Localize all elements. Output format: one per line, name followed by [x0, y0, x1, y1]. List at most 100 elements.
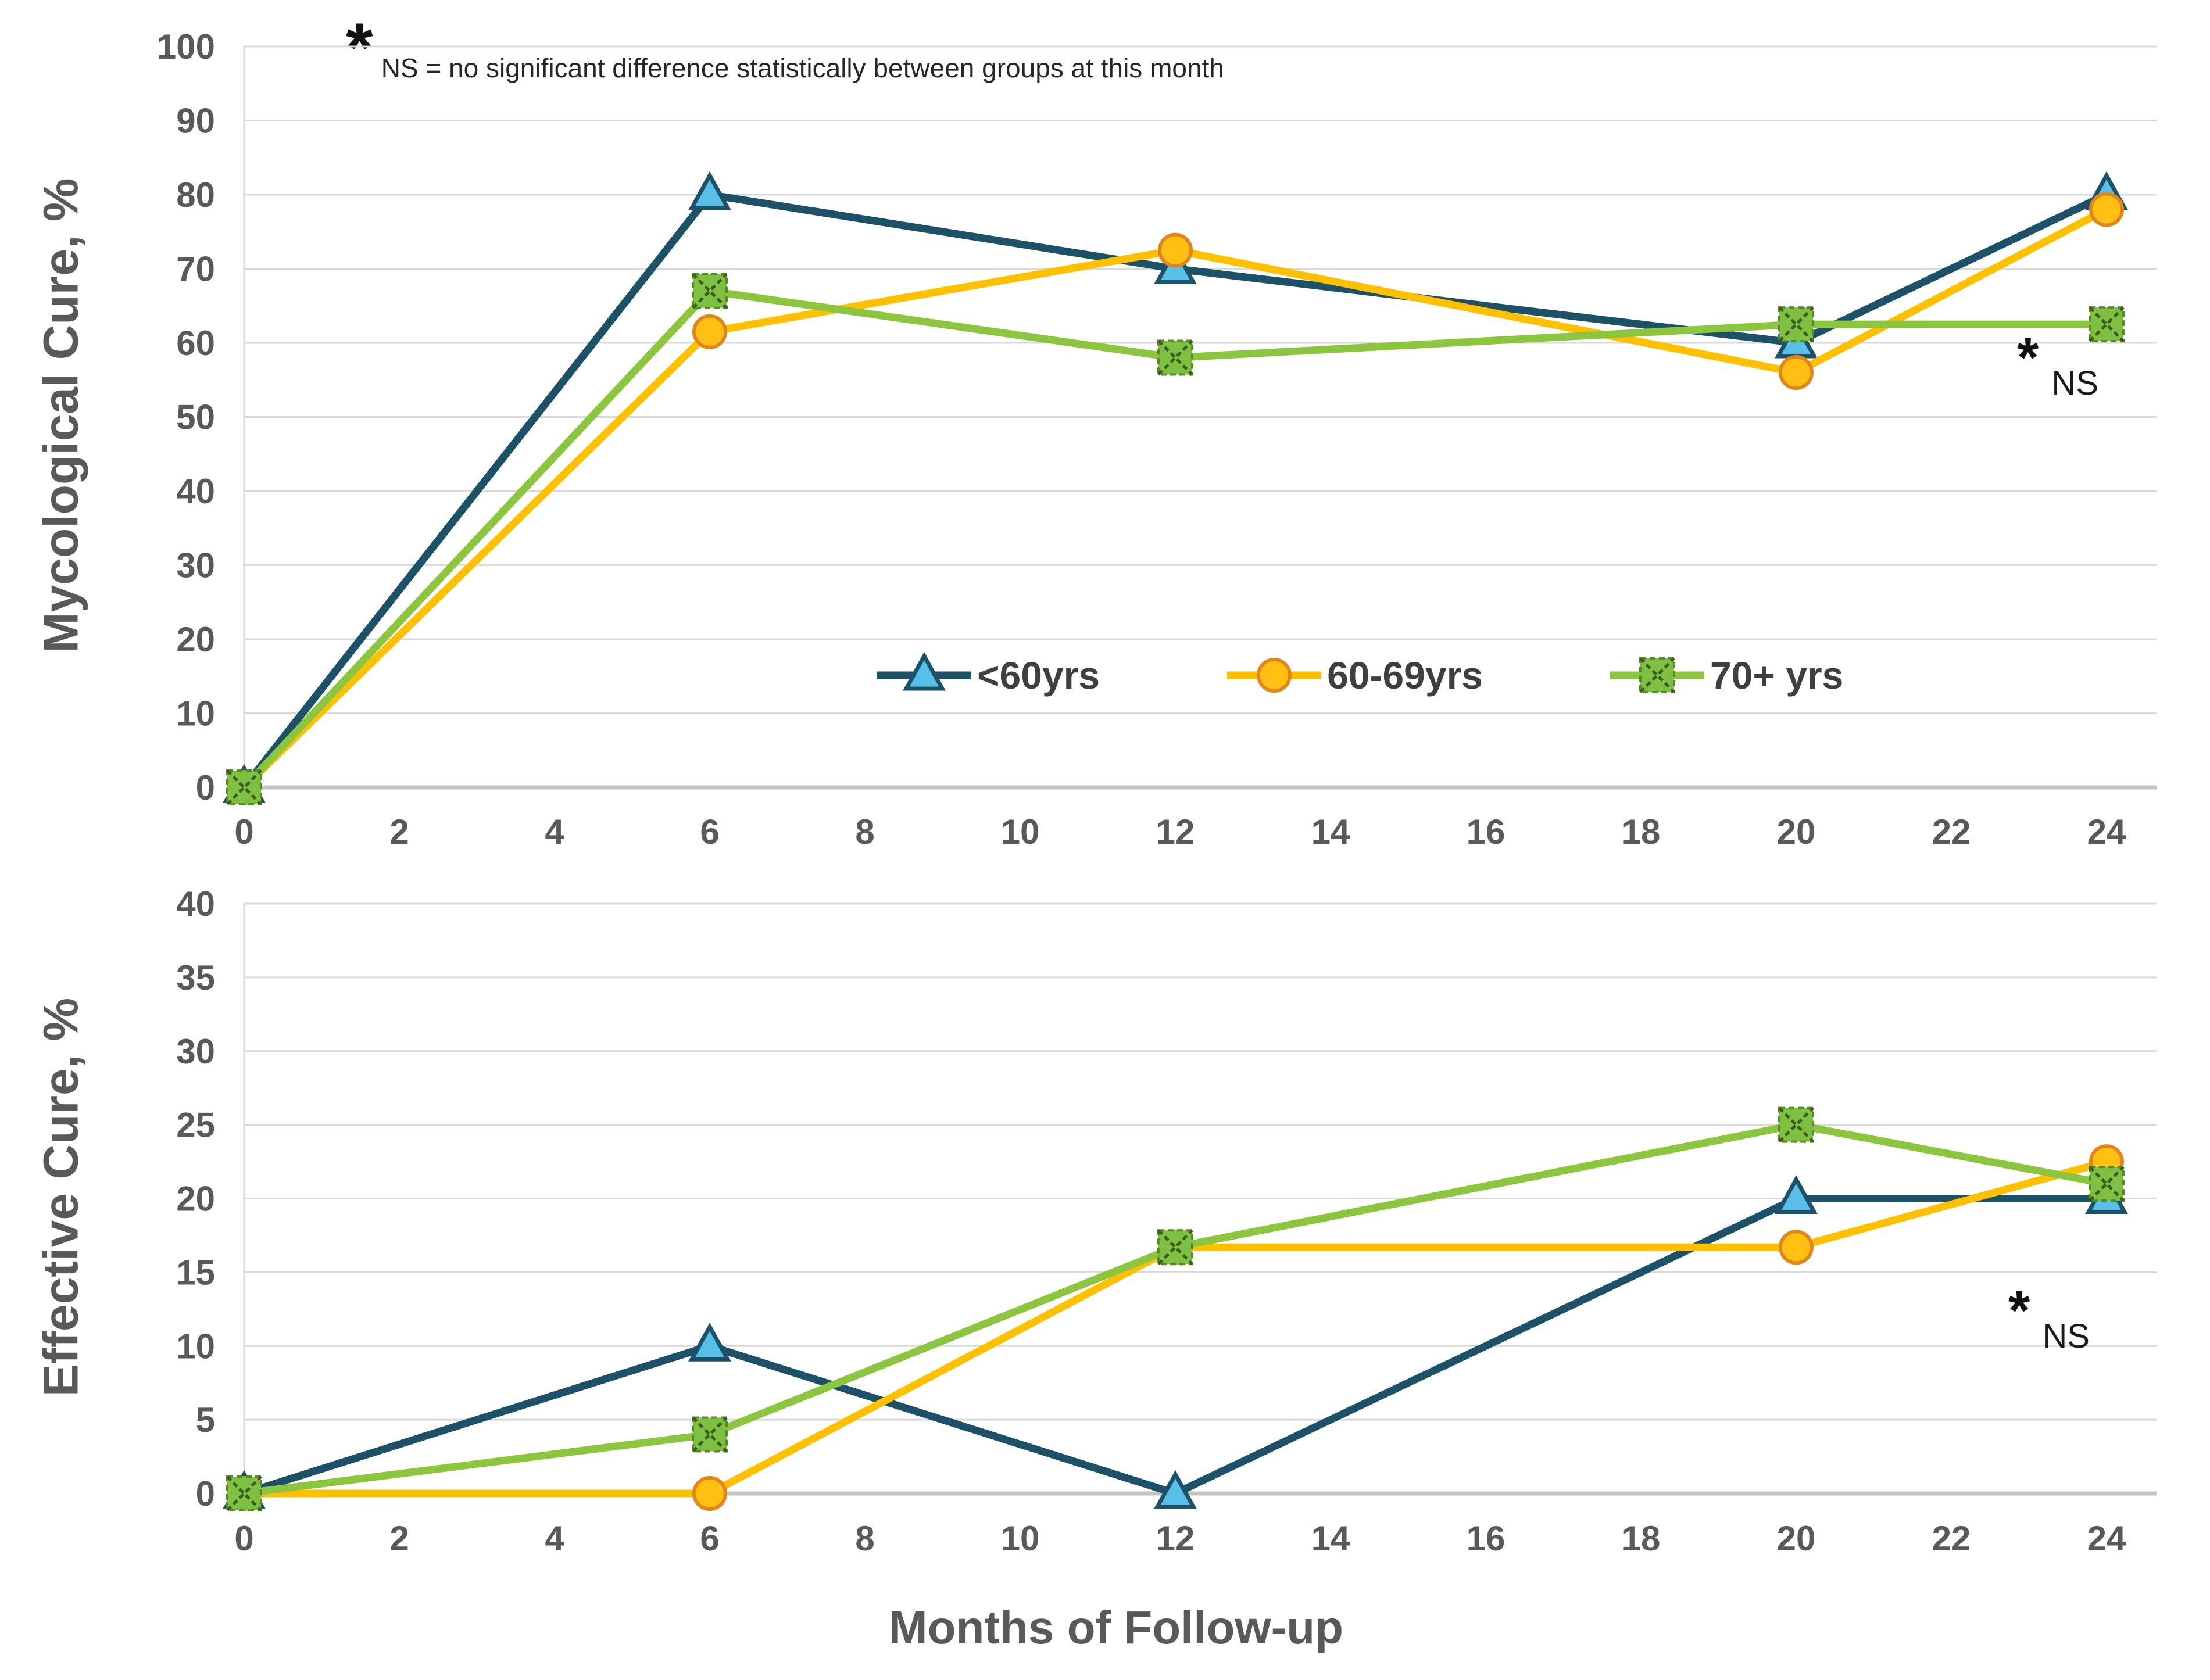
legend-item-under-60: <60yrs [875, 650, 1100, 701]
x-marker-stroke [226, 769, 262, 805]
x-tick-label: 0 [234, 1519, 253, 1558]
x-marker-stroke [1778, 1106, 1814, 1143]
x-tick-label: 12 [1156, 1519, 1195, 1558]
x-marker-stroke [1157, 339, 1193, 376]
y-tick-label: 50 [176, 398, 215, 437]
x-tick-label: 2 [389, 812, 409, 851]
x-square-marker [1157, 1229, 1193, 1266]
circle-marker [692, 1476, 727, 1511]
circle-marker [2089, 192, 2124, 227]
x-tick-label: 24 [2087, 812, 2126, 851]
x-square-marker [1639, 657, 1675, 693]
significance-footnote: * NS = no significant difference statist… [346, 9, 1224, 87]
x-tick-label: 10 [1001, 812, 1040, 851]
x-tick-label: 6 [700, 812, 719, 851]
x-tick-label: 4 [545, 1519, 564, 1558]
x-square-marker [1778, 1106, 1814, 1143]
circle-marker [1779, 355, 1814, 390]
x-tick-label: 6 [700, 1519, 719, 1558]
x-square-marker [2089, 1166, 2125, 1202]
legend-marker-x-square-icon [1610, 657, 1704, 693]
x-tick-label: 20 [1777, 812, 1816, 851]
x-marker-stroke [692, 1416, 728, 1453]
asterisk-icon: * [2008, 1280, 2030, 1342]
ns-annotation-effective: * NS [2008, 1280, 2090, 1356]
y-tick-label: 30 [176, 546, 215, 585]
x-tick-label: 22 [1932, 1519, 1971, 1558]
triangle-marker [1775, 1175, 1818, 1214]
y-tick-label: 70 [176, 250, 215, 289]
series-line-x-square [244, 1121, 2108, 1498]
ns-annotation-mycological: * NS [2017, 327, 2098, 403]
legend-item-70-plus: 70+ yrs [1608, 650, 1843, 701]
y-tick-label: 25 [176, 1106, 215, 1145]
y-tick-label: 100 [157, 27, 215, 66]
x-marker-stroke [1778, 306, 1814, 342]
y-tick-label: 5 [196, 1400, 215, 1439]
ns-label: NS [2051, 364, 2098, 402]
y-tick-label: 0 [196, 1474, 215, 1513]
y-tick-label: 10 [176, 694, 215, 733]
y-tick-label: 35 [176, 958, 215, 997]
x-tick-label: 2 [389, 1519, 409, 1558]
x-tick-label: 14 [1311, 1519, 1350, 1558]
asterisk-icon: * [346, 9, 373, 87]
y-tick-label: 0 [196, 768, 215, 807]
x-marker-stroke [1639, 657, 1675, 693]
y-tick-label: 30 [176, 1032, 215, 1071]
x-tick-label: 12 [1156, 812, 1195, 851]
x-square-marker [692, 1416, 728, 1453]
x-tick-label: 18 [1622, 812, 1661, 851]
x-square-marker [226, 1475, 262, 1511]
y-tick-label: 90 [176, 102, 215, 141]
y-tick-label: 10 [176, 1327, 215, 1366]
x-axis-title: Months of Follow-up [889, 1602, 1343, 1653]
x-tick-label: 10 [1001, 1519, 1040, 1558]
x-tick-label: 8 [855, 1519, 874, 1558]
legend-label: 70+ yrs [1710, 654, 1844, 697]
x-marker-stroke [226, 769, 262, 805]
x-marker-stroke [1157, 1229, 1193, 1266]
triangle-marker [903, 651, 946, 691]
triangle-marker [1154, 1470, 1197, 1509]
x-marker-stroke [692, 273, 728, 309]
y-tick-label: 40 [176, 472, 215, 511]
x-tick-label: 0 [234, 812, 253, 851]
x-tick-label: 18 [1622, 1519, 1661, 1558]
y-tick-label: 40 [176, 884, 215, 923]
x-marker-stroke [2089, 306, 2125, 342]
x-marker-stroke [1157, 339, 1193, 376]
x-tick-label: 4 [545, 812, 564, 851]
footnote-text: NS = no significant difference statistic… [381, 53, 1224, 83]
legend-label: 60-69yrs [1327, 654, 1483, 697]
legend-label: <60yrs [977, 654, 1100, 697]
asterisk-icon: * [2017, 327, 2039, 389]
x-tick-label: 24 [2087, 1519, 2126, 1558]
y-tick-label: 80 [176, 175, 215, 214]
triangle-marker [688, 1323, 731, 1362]
circle-marker [1257, 658, 1292, 693]
x-marker-stroke [2089, 306, 2125, 342]
x-marker-stroke [692, 1416, 728, 1453]
circle-marker [1158, 232, 1193, 268]
x-tick-label: 14 [1311, 812, 1350, 851]
x-marker-stroke [2089, 1166, 2125, 1202]
legend-marker-circle-icon [1227, 658, 1322, 693]
circle-marker [692, 314, 727, 349]
legend: <60yrs 60-69yrs 70+ yrs [875, 650, 1843, 701]
ns-label: NS [2043, 1317, 2090, 1355]
y-tick-label: 60 [176, 324, 215, 363]
x-tick-label: 22 [1932, 812, 1971, 851]
x-tick-label: 16 [1467, 1519, 1505, 1558]
x-marker-stroke [1778, 1106, 1814, 1143]
x-tick-label: 20 [1777, 1519, 1816, 1558]
x-marker-stroke [226, 1475, 262, 1511]
x-tick-label: 16 [1467, 812, 1505, 851]
x-marker-stroke [1778, 306, 1814, 342]
x-marker-stroke [692, 273, 728, 309]
legend-marker-triangle-icon [877, 651, 971, 691]
x-marker-stroke [2089, 1166, 2125, 1202]
y-tick-label: 20 [176, 620, 215, 659]
